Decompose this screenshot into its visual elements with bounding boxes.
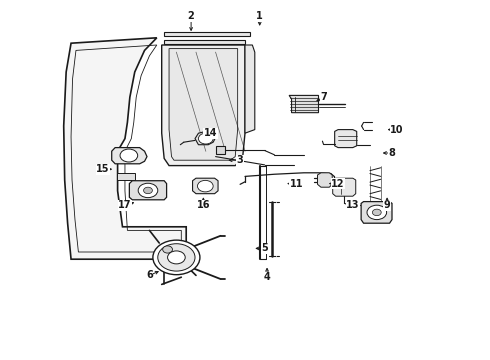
Circle shape (138, 183, 158, 198)
Polygon shape (164, 40, 245, 44)
Text: 17: 17 (118, 200, 132, 210)
Polygon shape (112, 148, 147, 164)
Polygon shape (117, 173, 135, 180)
Circle shape (120, 149, 138, 162)
Polygon shape (335, 130, 357, 148)
Polygon shape (169, 49, 238, 160)
Text: 5: 5 (261, 243, 268, 253)
Text: 8: 8 (389, 148, 395, 158)
Polygon shape (318, 173, 332, 187)
Text: 3: 3 (237, 155, 244, 165)
Text: 15: 15 (96, 164, 110, 174)
Text: 2: 2 (188, 11, 195, 21)
Circle shape (163, 246, 172, 253)
Circle shape (367, 205, 387, 220)
Polygon shape (333, 178, 356, 196)
Text: 7: 7 (320, 92, 327, 102)
Text: 1: 1 (256, 11, 263, 21)
Text: 13: 13 (346, 200, 360, 210)
Circle shape (168, 251, 185, 264)
Polygon shape (64, 38, 186, 259)
Polygon shape (162, 45, 245, 166)
Polygon shape (193, 178, 218, 194)
Text: 10: 10 (390, 125, 404, 135)
Polygon shape (195, 131, 216, 145)
Circle shape (144, 187, 152, 194)
Circle shape (153, 240, 200, 275)
Polygon shape (129, 181, 167, 200)
Polygon shape (361, 202, 392, 223)
Polygon shape (245, 45, 255, 133)
Text: 14: 14 (204, 128, 218, 138)
Polygon shape (289, 95, 318, 113)
Text: 16: 16 (196, 200, 210, 210)
Circle shape (198, 133, 213, 144)
Polygon shape (216, 146, 225, 154)
Text: 6: 6 (146, 270, 153, 280)
Polygon shape (164, 32, 250, 36)
Text: 9: 9 (384, 200, 391, 210)
Text: 4: 4 (264, 272, 270, 282)
Text: 12: 12 (331, 179, 345, 189)
Circle shape (158, 244, 195, 271)
Text: 11: 11 (290, 179, 303, 189)
Circle shape (372, 209, 381, 216)
Circle shape (197, 180, 213, 192)
